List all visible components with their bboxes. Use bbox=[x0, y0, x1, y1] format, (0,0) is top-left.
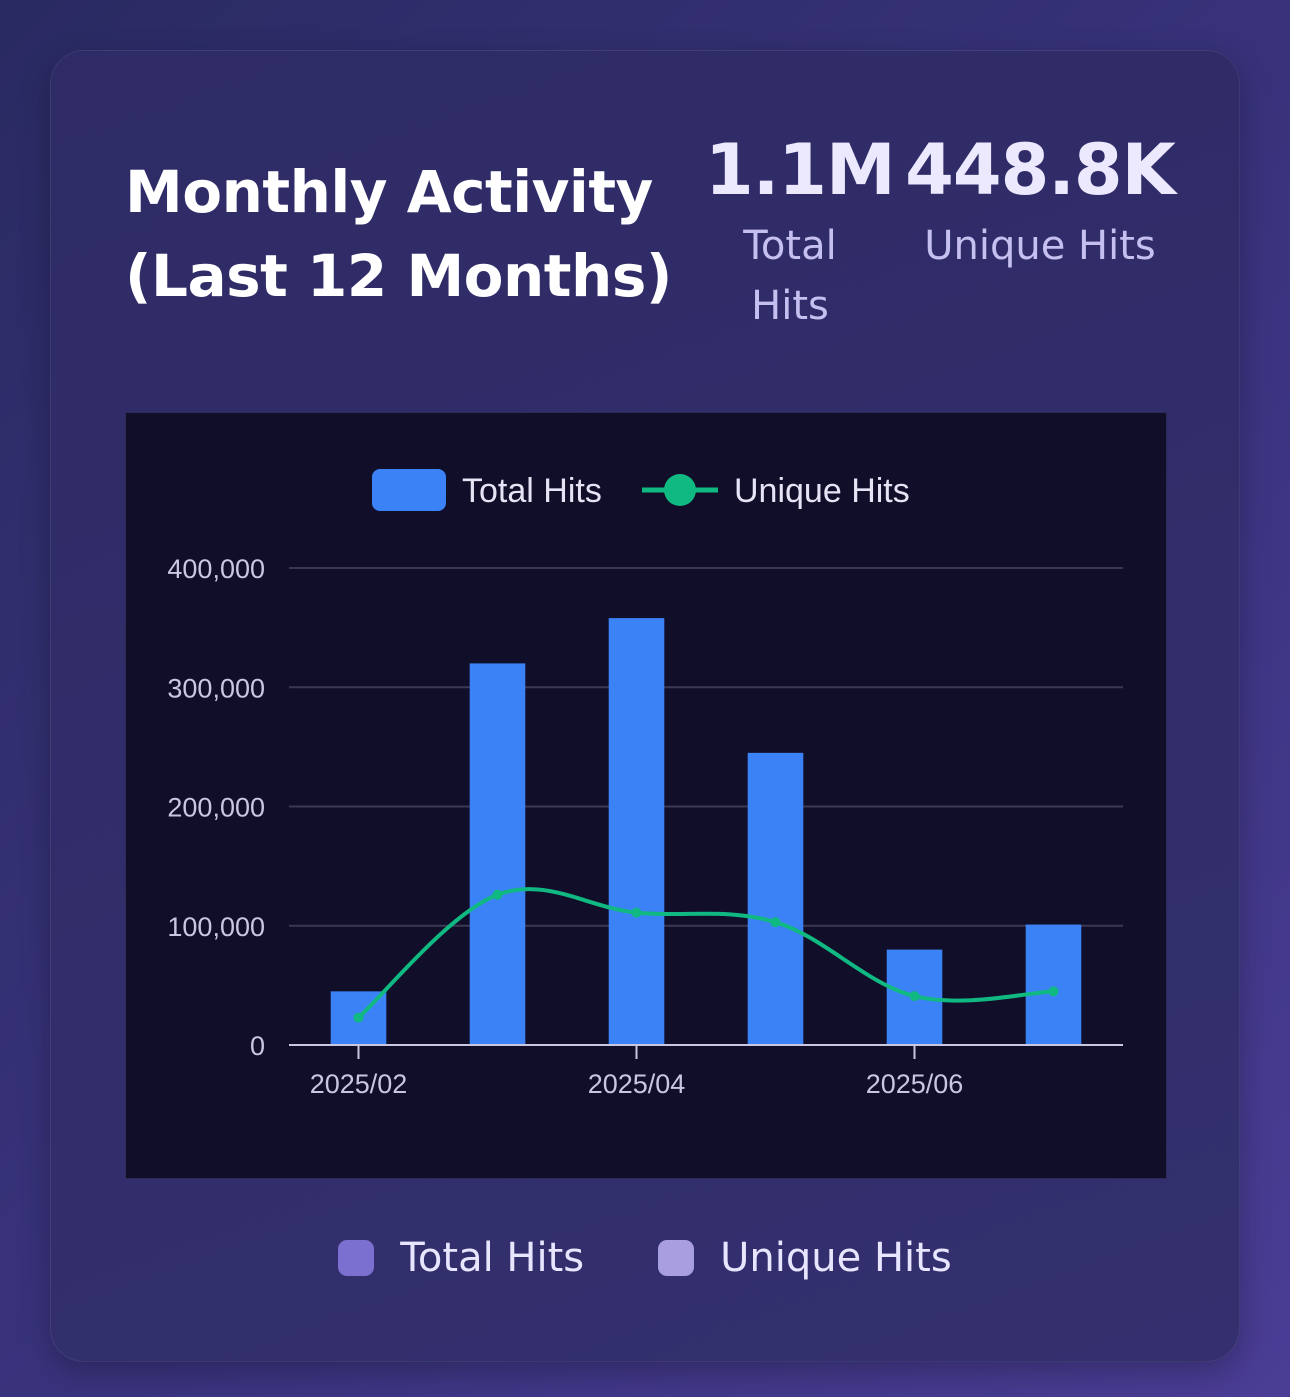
legend-swatch-total-hits[interactable] bbox=[372, 469, 446, 511]
stat-unique-hits: 448.8K Unique Hits bbox=[900, 130, 1180, 276]
stat-total-label: Total Hits bbox=[705, 216, 875, 336]
stat-total-value: 1.1M bbox=[705, 129, 896, 211]
chart-svg: 0 100,000 200,000 300,000 400,000 2025/02 2025… bbox=[167, 469, 1123, 1099]
point-unique-hits[interactable] bbox=[770, 917, 781, 928]
legend-label-unique-hits[interactable]: Unique Hits bbox=[734, 472, 910, 510]
point-unique-hits[interactable] bbox=[492, 889, 503, 900]
title-line-1: Monthly Activity bbox=[125, 158, 653, 226]
bar-total-hits[interactable] bbox=[747, 752, 804, 1045]
x-tick-label: 2025/06 bbox=[866, 1069, 964, 1099]
stat-total-label-line-1: Total bbox=[743, 223, 837, 269]
legend-marker-unique-hits[interactable] bbox=[664, 474, 696, 506]
title-line-2: (Last 12 Months) bbox=[125, 242, 672, 310]
bottom-legend-unique-label: Unique Hits bbox=[720, 1235, 952, 1281]
bottom-legend-unique-swatch bbox=[658, 1240, 695, 1276]
x-tick-label: 2025/02 bbox=[310, 1069, 408, 1099]
stat-unique-label: Unique Hits bbox=[924, 223, 1156, 269]
stat-total-label-line-2: Hits bbox=[751, 283, 829, 329]
y-tick-label: 100,000 bbox=[167, 912, 265, 942]
stat-total-hits: 1.1M Total Hits bbox=[705, 129, 896, 336]
point-unique-hits[interactable] bbox=[631, 907, 642, 918]
bottom-legend-total-hits[interactable]: Total Hits bbox=[338, 1235, 584, 1281]
point-unique-hits[interactable] bbox=[1048, 986, 1059, 997]
chart-plot-area: 0 100,000 200,000 300,000 400,000 2025/02 2025… bbox=[125, 412, 1167, 1179]
y-tick-label: 0 bbox=[250, 1031, 265, 1061]
y-tick-label: 300,000 bbox=[167, 673, 265, 703]
x-tick-label: 2025/04 bbox=[588, 1069, 686, 1099]
point-unique-hits[interactable] bbox=[909, 991, 920, 1002]
bar-total-hits[interactable] bbox=[469, 663, 526, 1045]
bar-total-hits[interactable] bbox=[608, 618, 665, 1045]
chart-card-title: Monthly Activity (Last 12 Months) bbox=[125, 150, 685, 318]
bar-total-hits[interactable] bbox=[1025, 924, 1082, 1045]
line-unique-hits bbox=[357, 887, 1054, 1020]
stat-unique-value: 448.8K bbox=[905, 129, 1176, 211]
point-unique-hits[interactable] bbox=[353, 1012, 364, 1023]
y-tick-label: 400,000 bbox=[167, 554, 265, 584]
y-tick-label: 200,000 bbox=[167, 793, 265, 823]
bottom-legend-total-label: Total Hits bbox=[400, 1235, 585, 1281]
bottom-legend-total-swatch bbox=[338, 1240, 375, 1276]
legend-label-total-hits[interactable]: Total Hits bbox=[462, 472, 602, 510]
bottom-legend: Total Hits Unique Hits bbox=[0, 1228, 1290, 1288]
bottom-legend-unique-hits[interactable]: Unique Hits bbox=[658, 1235, 952, 1281]
